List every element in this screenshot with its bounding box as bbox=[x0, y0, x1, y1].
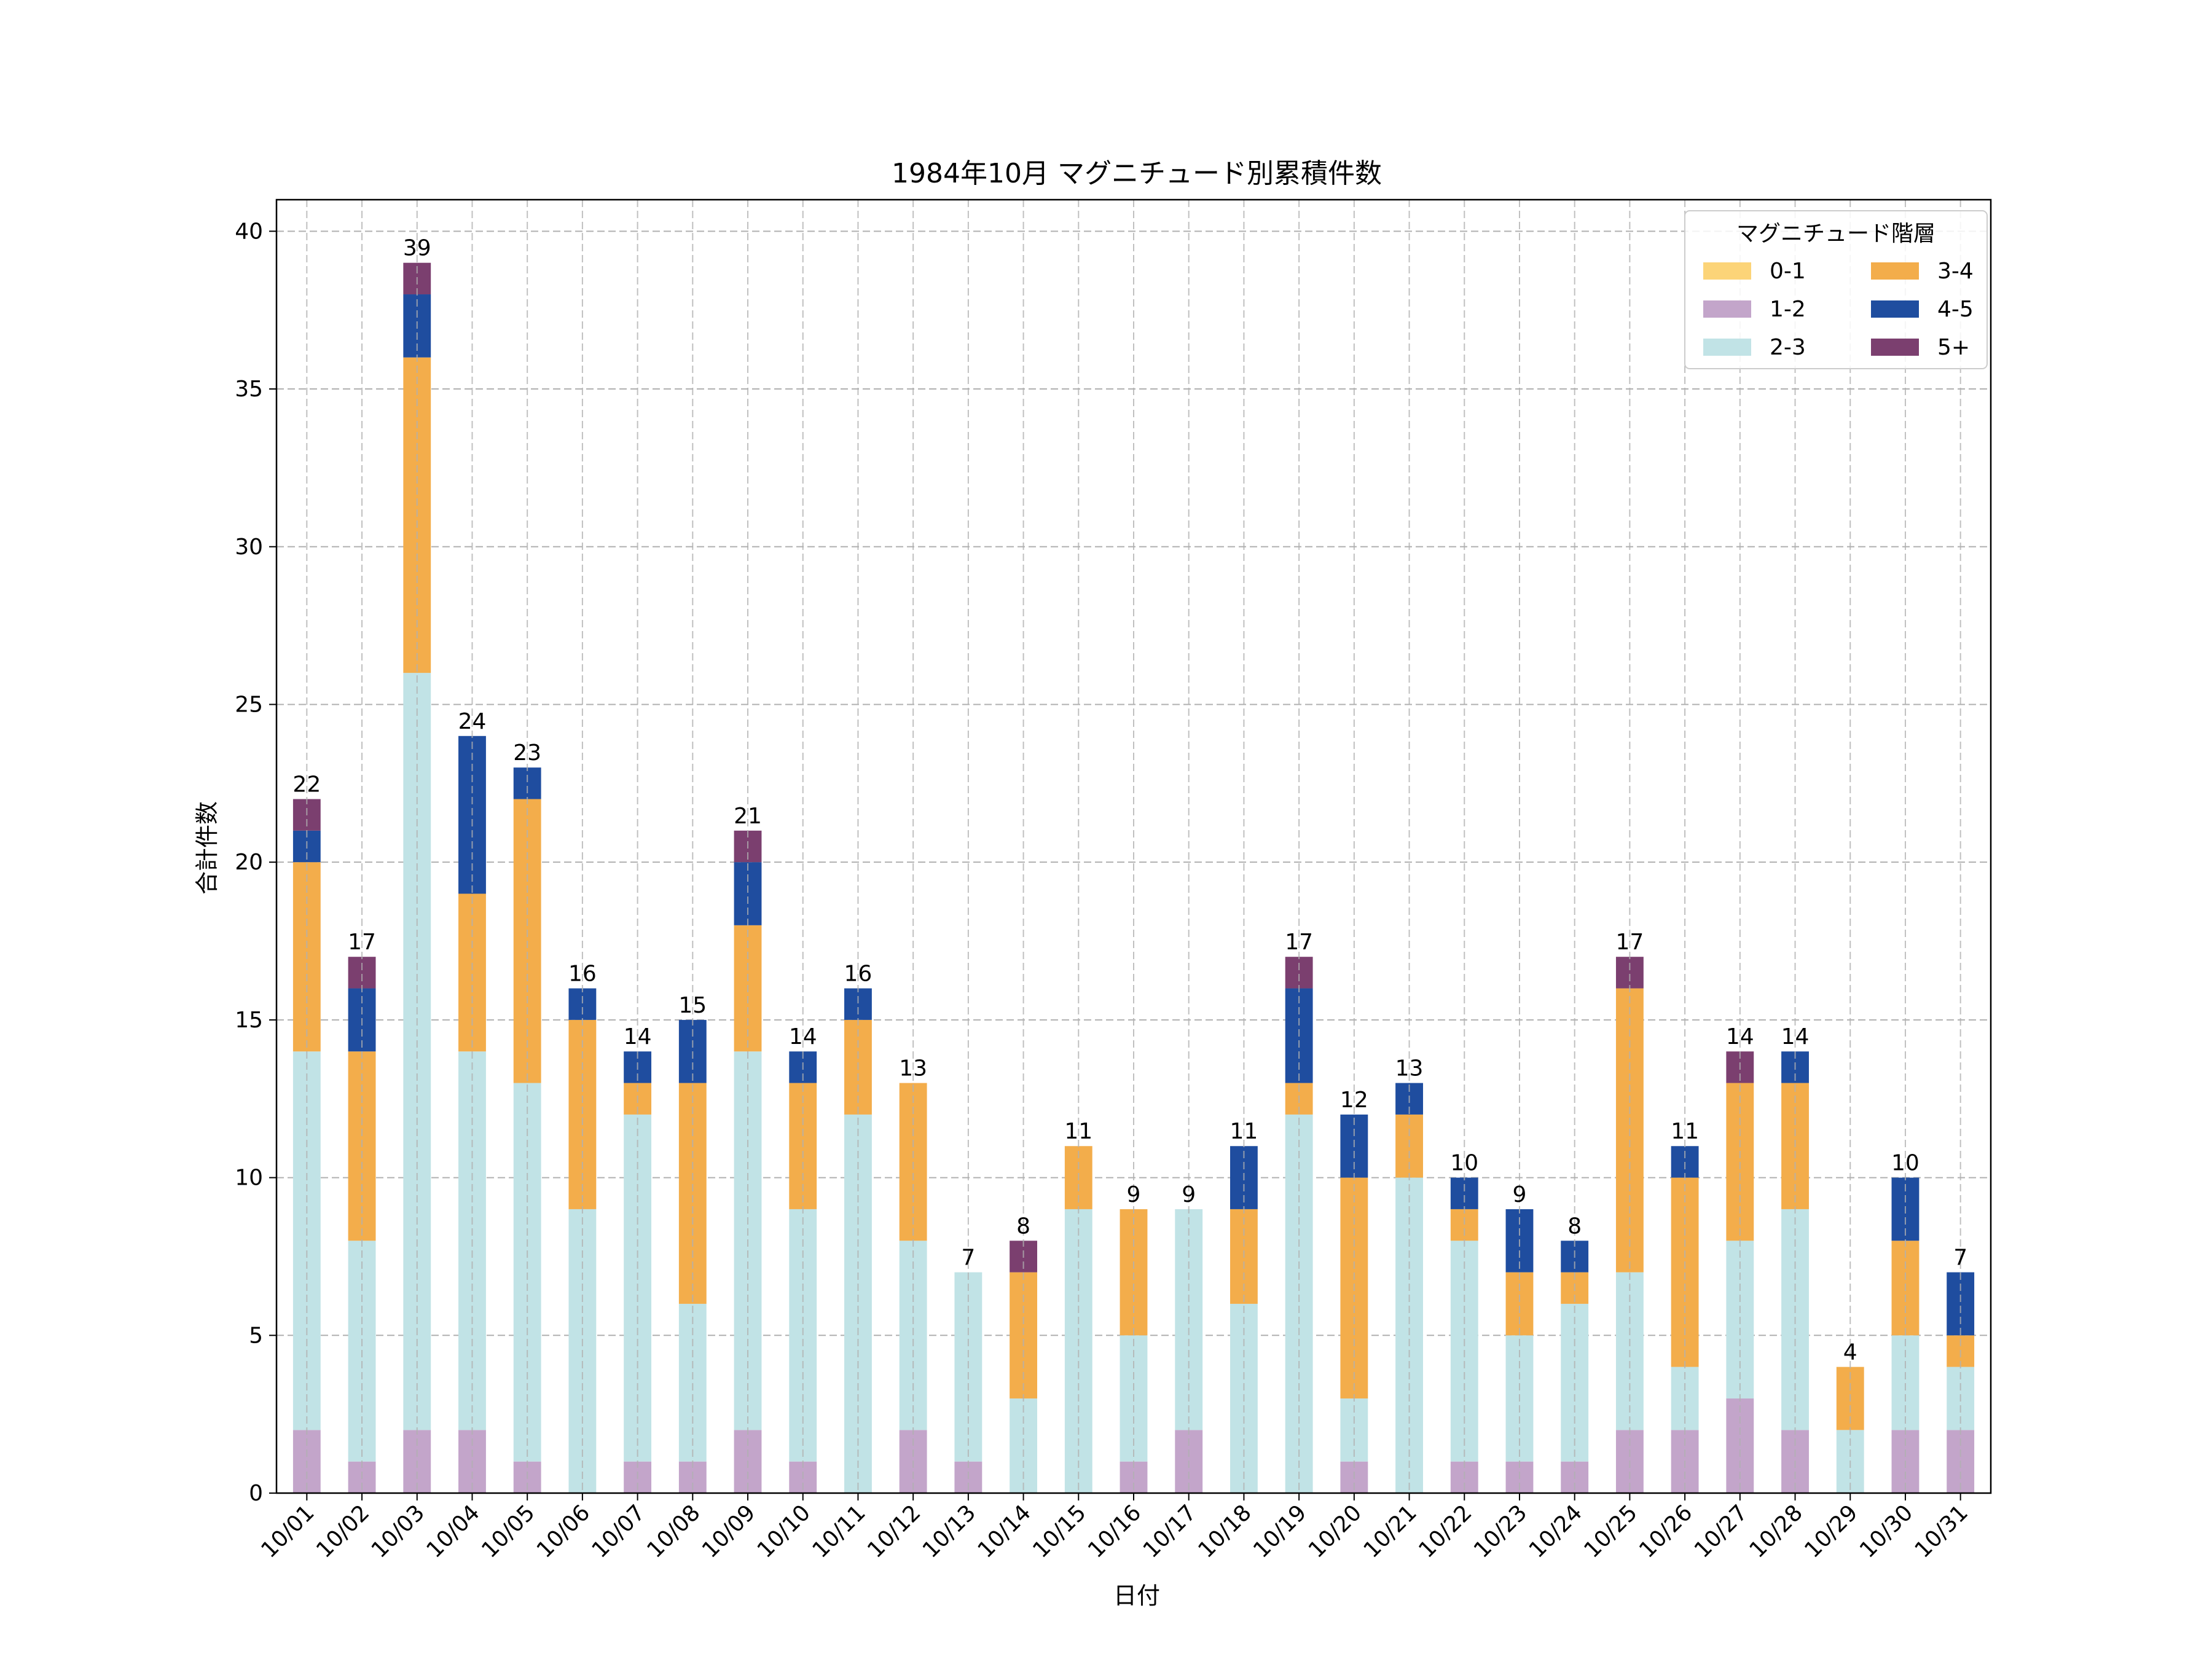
total-label: 12 bbox=[1340, 1088, 1368, 1113]
bar-segment-2-3 bbox=[844, 1114, 872, 1493]
bar-segment-2-3 bbox=[513, 1083, 541, 1462]
total-label: 22 bbox=[292, 772, 321, 797]
y-tick-label: 30 bbox=[235, 535, 263, 560]
bar-segment-3-4 bbox=[458, 893, 486, 1052]
bar-segment-3-4 bbox=[1010, 1272, 1038, 1398]
y-tick-label: 40 bbox=[235, 219, 263, 244]
bar-segment-3-4 bbox=[678, 1083, 707, 1304]
bar-segment-4-5 bbox=[513, 767, 541, 799]
y-tick-label: 5 bbox=[249, 1323, 263, 1348]
bar-segment-3-4 bbox=[1671, 1177, 1699, 1367]
total-label: 16 bbox=[568, 962, 597, 987]
legend-label-0-1: 0-1 bbox=[1770, 259, 1806, 284]
bar-segment-2-3 bbox=[1285, 1114, 1313, 1493]
legend-swatch-4-5 bbox=[1871, 300, 1919, 318]
total-label: 11 bbox=[1230, 1119, 1258, 1144]
bar-segment-2-3 bbox=[899, 1241, 927, 1430]
legend-label-2-3: 2-3 bbox=[1770, 335, 1806, 360]
legend-label-3-4: 3-4 bbox=[1937, 259, 1974, 284]
bar-segment-4-5 bbox=[1671, 1146, 1699, 1178]
total-label: 17 bbox=[1615, 930, 1644, 955]
total-label: 9 bbox=[1182, 1182, 1196, 1207]
total-label: 14 bbox=[1726, 1024, 1754, 1049]
legend-label-1-2: 1-2 bbox=[1770, 297, 1806, 322]
total-label: 16 bbox=[844, 962, 873, 987]
total-label: 14 bbox=[1781, 1024, 1810, 1049]
legend-swatch-2-3 bbox=[1703, 339, 1751, 356]
total-label: 11 bbox=[1671, 1119, 1699, 1144]
legend-swatch-1-2 bbox=[1703, 300, 1751, 318]
total-label: 7 bbox=[1953, 1245, 1967, 1271]
data-labels: 22 17 39 24 23 16 14 15 21 14 16 13 7 8 11 9 9 11 17 12 13 10… bbox=[292, 236, 1967, 1365]
total-label: 14 bbox=[789, 1024, 817, 1049]
total-label: 17 bbox=[1285, 930, 1313, 955]
legend-frame bbox=[1684, 210, 1988, 369]
x-axis-title: 日付 bbox=[1113, 1582, 1160, 1609]
bar-segment-3-4 bbox=[568, 1019, 597, 1209]
y-tick-label: 15 bbox=[235, 1008, 263, 1033]
total-label: 9 bbox=[1127, 1182, 1141, 1207]
bar-segment-5+ bbox=[1615, 957, 1644, 989]
legend-swatch-0-1 bbox=[1703, 262, 1751, 280]
legend: マグニチュード階層 0-1 1-2 2-3 3-4 4-5 5+ bbox=[1684, 210, 1988, 369]
bar-segment-2-3 bbox=[1891, 1335, 1920, 1430]
total-label: 24 bbox=[458, 709, 487, 734]
total-label: 21 bbox=[734, 804, 762, 829]
total-label: 9 bbox=[1513, 1182, 1527, 1207]
total-label: 13 bbox=[1395, 1056, 1424, 1081]
bar-segment-4-5 bbox=[844, 988, 872, 1020]
total-label: 14 bbox=[624, 1024, 652, 1049]
grid-overlay bbox=[306, 200, 1961, 1493]
legend-label-4-5: 4-5 bbox=[1937, 297, 1974, 322]
bar-segment-4-5 bbox=[734, 862, 762, 925]
legend-label-5+: 5+ bbox=[1937, 335, 1970, 360]
total-label: 7 bbox=[961, 1245, 975, 1271]
bar-segment-2-3 bbox=[789, 1209, 817, 1462]
total-label: 23 bbox=[513, 740, 541, 766]
legend-swatch-5+ bbox=[1871, 339, 1919, 356]
total-label: 15 bbox=[678, 993, 707, 1018]
total-label: 8 bbox=[1016, 1214, 1030, 1239]
bar-segment-3-4 bbox=[1120, 1209, 1148, 1336]
bar-segment-2-3 bbox=[678, 1303, 707, 1462]
y-tick-label: 35 bbox=[235, 377, 263, 402]
total-label: 10 bbox=[1450, 1151, 1478, 1176]
legend-swatch-3-4 bbox=[1871, 262, 1919, 280]
bar-segment-3-4 bbox=[1450, 1209, 1478, 1241]
total-label: 10 bbox=[1891, 1151, 1920, 1176]
bar-segment-4-5 bbox=[568, 988, 597, 1020]
chart-title: 1984年10月 マグニチュード別累積件数 bbox=[892, 158, 1382, 189]
bar-segment-2-3 bbox=[1561, 1303, 1589, 1462]
y-axis-title: 合計件数 bbox=[194, 801, 221, 895]
legend-title: マグニチュード階層 bbox=[1736, 221, 1936, 246]
total-label: 13 bbox=[899, 1056, 927, 1081]
total-label: 11 bbox=[1064, 1119, 1092, 1144]
total-label: 39 bbox=[403, 236, 431, 261]
plot-frame bbox=[275, 198, 1992, 1494]
y-tick-label: 0 bbox=[249, 1481, 263, 1506]
total-label: 4 bbox=[1843, 1340, 1857, 1365]
bar-segment-3-4 bbox=[1505, 1272, 1534, 1336]
y-tick-label: 10 bbox=[235, 1166, 263, 1191]
y-tick-label: 25 bbox=[235, 692, 263, 717]
total-label: 17 bbox=[348, 930, 376, 955]
bar-segment-5+ bbox=[1285, 957, 1313, 989]
bar-segment-4-5 bbox=[1947, 1272, 1975, 1336]
bar-segment-5+ bbox=[348, 957, 376, 989]
y-tick-label: 20 bbox=[235, 850, 263, 875]
bar-segment-4-5 bbox=[1450, 1177, 1478, 1209]
total-label: 8 bbox=[1567, 1214, 1582, 1239]
